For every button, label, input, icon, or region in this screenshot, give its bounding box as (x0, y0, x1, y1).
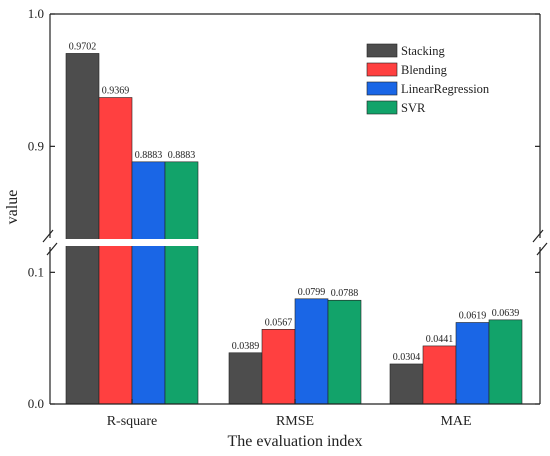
y-tick-label-upper-1: 1.0 (28, 6, 44, 21)
legend-label-linearregression: LinearRegression (401, 82, 490, 96)
data-label-r-square-linearregression: 0.8883 (135, 150, 163, 161)
legend-swatch-blending (366, 62, 398, 77)
data-label-rmse-stacking: 0.0389 (232, 341, 260, 352)
bar-r-square-stacking (65, 53, 100, 405)
break-mark-right-1 (532, 229, 544, 243)
legend: Stacking Blending LinearRegression SVR (366, 43, 490, 115)
data-label-rmse-blending: 0.0567 (265, 317, 293, 328)
axes-layer: R-square RMSE MAE 0.9 1.0 0.0 0.1 (28, 6, 548, 429)
break-mark-left-1 (42, 229, 54, 243)
legend-swatch-svr (366, 100, 398, 115)
y-axis-title: value (4, 190, 21, 225)
data-label-rmse-linearregression: 0.0799 (298, 287, 326, 298)
bar-r-square-svr (164, 161, 199, 405)
x-tick-label-r-square: R-square (107, 414, 158, 429)
data-label-mae-blending: 0.0441 (426, 334, 454, 345)
data-label-r-square-blending: 0.9369 (102, 86, 130, 97)
x-axis-title: The evaluation index (227, 433, 362, 450)
bar-mae-svr (488, 319, 523, 405)
bar-rmse-linearregression (294, 298, 329, 405)
data-label-r-square-svr: 0.8883 (168, 150, 196, 161)
bar-rmse-stacking (228, 352, 263, 405)
bar-r-square-linearregression (131, 161, 166, 405)
bar-mae-stacking (389, 363, 424, 405)
data-label-mae-linearregression: 0.0619 (459, 310, 487, 321)
bar-rmse-blending (261, 329, 296, 405)
data-label-r-square-stacking: 0.9702 (69, 41, 97, 52)
x-tick-label-rmse: RMSE (276, 414, 314, 429)
data-labels-layer: 0.9702 0.9369 0.8883 0.8883 0.0389 0.0567 0.07… (69, 41, 520, 363)
legend-label-svr: SVR (401, 101, 426, 115)
data-label-mae-stacking: 0.0304 (393, 352, 421, 363)
y-tick-label-lower-0: 0.0 (28, 396, 44, 411)
axis-break-gap (44, 239, 546, 246)
break-mark-left-2 (46, 242, 58, 256)
bar-rmse-svr (327, 299, 362, 405)
legend-swatch-linearregression (366, 81, 398, 96)
break-mark-right-2 (536, 242, 548, 256)
y-tick-label-lower-1: 0.1 (28, 264, 44, 279)
data-label-mae-svr: 0.0639 (492, 308, 520, 319)
legend-swatch-stacking (366, 43, 398, 58)
data-label-rmse-svr: 0.0788 (331, 288, 359, 299)
bar-mae-linearregression (455, 322, 490, 405)
legend-label-stacking: Stacking (401, 44, 445, 58)
x-tick-label-mae: MAE (440, 414, 471, 429)
y-tick-label-upper-0: 0.9 (28, 138, 44, 153)
bar-mae-blending (422, 345, 457, 405)
bars-layer (65, 53, 523, 405)
legend-label-blending: Blending (401, 63, 448, 77)
bar-r-square-blending (98, 97, 133, 405)
